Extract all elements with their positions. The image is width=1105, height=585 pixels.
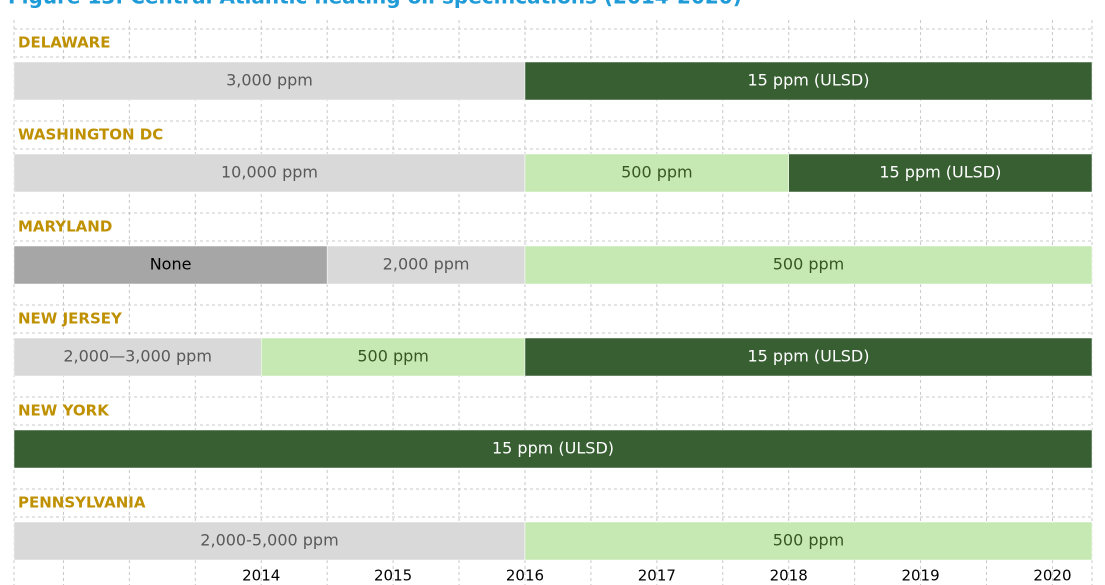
state-label: NEW YORK xyxy=(18,402,110,420)
segment-label: 500 ppm xyxy=(773,531,845,550)
x-tick-label: 2014 xyxy=(242,567,280,585)
x-tick-label: 2017 xyxy=(638,567,676,585)
segment-label: 2,000 ppm xyxy=(383,255,470,274)
state-label: WASHINGTON DC xyxy=(18,126,163,144)
segment-label: 15 ppm (ULSD) xyxy=(492,439,614,458)
segment-bar xyxy=(524,337,1093,377)
segment-bar xyxy=(524,153,789,193)
segment-bar xyxy=(260,337,526,377)
segment-bar xyxy=(13,245,328,285)
segment-label: 500 ppm xyxy=(773,255,845,274)
segment-bar xyxy=(13,429,1093,469)
x-tick-label: 2016 xyxy=(506,567,544,585)
x-tick-label: 2015 xyxy=(374,567,412,585)
segment-label: 15 ppm (ULSD) xyxy=(879,163,1001,182)
segment-bar xyxy=(13,61,526,101)
x-tick-label: 2020 xyxy=(1033,567,1071,585)
segment-label: None xyxy=(150,255,192,274)
segment-label: 10,000 ppm xyxy=(221,163,318,182)
segment-bar xyxy=(326,245,526,285)
segment-label: 15 ppm (ULSD) xyxy=(747,71,869,90)
segment-bar xyxy=(13,337,262,377)
segment-bar xyxy=(524,245,1093,285)
x-tick-label: 2019 xyxy=(901,567,939,585)
segment-label: 500 ppm xyxy=(621,163,693,182)
segment-label: 2,000—3,000 ppm xyxy=(63,347,212,366)
segment-label: 15 ppm (ULSD) xyxy=(747,347,869,366)
segment-label: 3,000 ppm xyxy=(226,71,313,90)
state-label: PENNSYLVANIA xyxy=(18,494,146,512)
segment-bar xyxy=(524,61,1093,101)
state-label: DELAWARE xyxy=(18,34,110,52)
segment-label: 2,000-5,000 ppm xyxy=(200,531,338,550)
segment-bar xyxy=(524,521,1093,561)
segment-bar xyxy=(788,153,1093,193)
chart-title: Figure 13: Central Atlantic heating oil … xyxy=(8,0,742,9)
state-label: MARYLAND xyxy=(18,218,112,236)
x-tick-label: 2018 xyxy=(770,567,808,585)
segment-bar xyxy=(13,153,526,193)
segment-bar xyxy=(13,521,526,561)
segment-label: 500 ppm xyxy=(357,347,429,366)
state-label: NEW JERSEY xyxy=(18,310,123,328)
